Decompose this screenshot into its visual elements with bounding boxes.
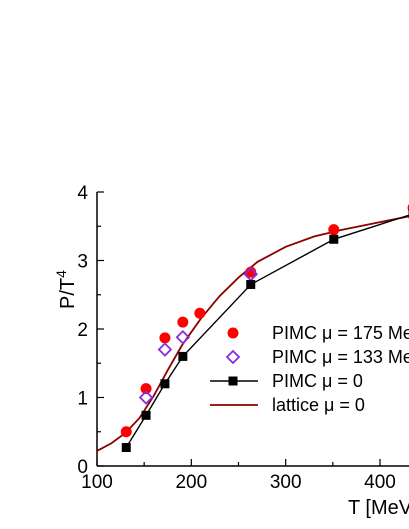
x-tick-label: 400 [364,472,396,493]
pimc-mu0-line [125,214,409,448]
x-tick-label: 100 [81,472,113,493]
data-point-mu0 [141,410,151,420]
data-point-mu133 [157,342,173,357]
legend-marker-0 [227,327,239,339]
y-tick-label: 2 [77,320,88,341]
legend-marker-1 [225,349,241,365]
legend-marker-2 [228,376,238,386]
data-point-mu175 [159,332,171,344]
data-point-mu133 [175,329,191,345]
y-tick-label: 1 [77,389,88,410]
legend-label-3: lattice μ = 0 [272,395,365,415]
data-point-mu175 [194,307,206,319]
legend-label-2: PIMC μ = 0 [272,371,363,391]
data-point-mu0 [329,234,339,244]
legend-label-0: PIMC μ = 175 MeV [272,323,409,343]
data-series-layer [97,203,409,453]
legend-label-1: PIMC μ = 133 MeV [272,347,409,367]
data-point-mu0 [160,379,170,389]
data-point-mu175 [120,426,132,438]
plot-axes: 100 200 300 400 0 1 2 3 4 [77,183,409,493]
data-point-mu175 [140,383,152,395]
data-point-mu0 [246,279,256,289]
x-tick-label: 300 [270,472,302,493]
y-axis-label: P/T4 [53,270,79,309]
data-point-mu175 [328,224,340,236]
y-tick-label: 3 [77,252,88,273]
y-axis-label-text: P/T [57,278,79,309]
data-point-mu175 [177,316,189,328]
data-point-mu0 [178,351,188,361]
x-tick-label: 200 [175,472,207,493]
data-point-mu175 [245,266,257,278]
y-tick-label: 4 [77,183,88,204]
lattice-curve [97,215,409,452]
legend: PIMC μ = 175 MeV PIMC μ = 133 MeV PIMC μ =… [210,323,409,415]
data-point-mu133 [138,390,154,405]
y-tick-label: 0 [77,457,88,478]
data-point-mu0 [121,443,131,453]
y-axis-label-superscript: 4 [53,270,69,278]
x-axis-label: T [MeV] [348,497,409,519]
